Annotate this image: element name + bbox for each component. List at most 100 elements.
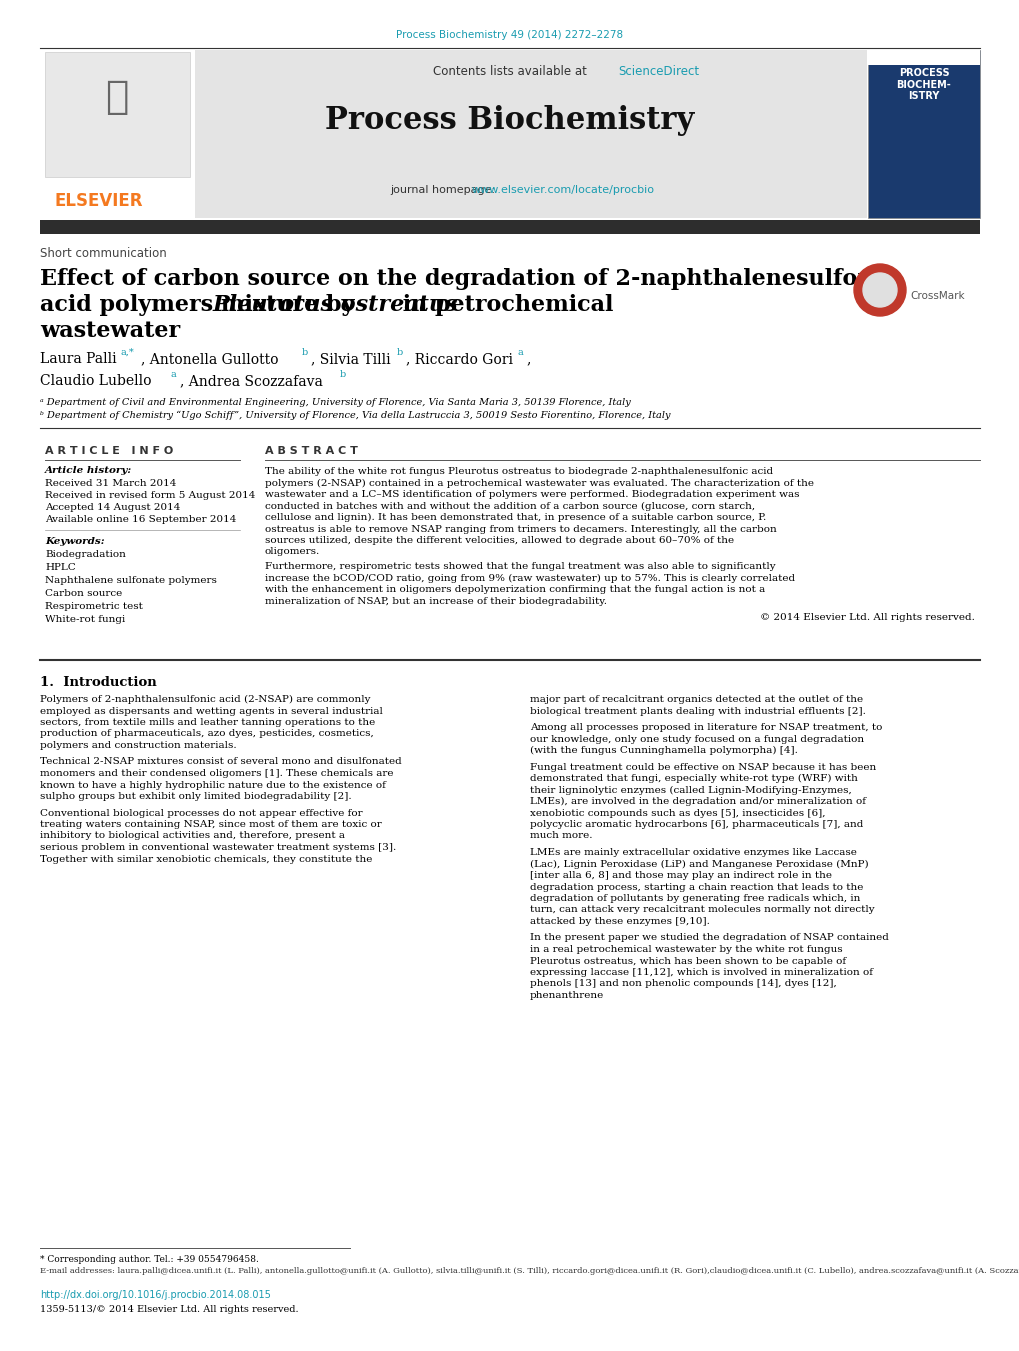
Text: Technical 2-NSAP mixtures consist of several mono and disulfonated: Technical 2-NSAP mixtures consist of sev… <box>40 758 401 766</box>
Text: polymers and construction materials.: polymers and construction materials. <box>40 740 236 750</box>
Text: © 2014 Elsevier Ltd. All rights reserved.: © 2014 Elsevier Ltd. All rights reserved… <box>759 613 974 621</box>
Text: * Corresponding author. Tel.: +39 0554796458.: * Corresponding author. Tel.: +39 055479… <box>40 1255 259 1265</box>
Text: sulpho groups but exhibit only limited biodegradability [2].: sulpho groups but exhibit only limited b… <box>40 792 352 801</box>
Text: wastewater and a LC–MS identification of polymers were performed. Biodegradation: wastewater and a LC–MS identification of… <box>265 490 799 499</box>
Text: mineralization of NSAP, but an increase of their biodegradability.: mineralization of NSAP, but an increase … <box>265 597 606 605</box>
Text: biological treatment plants dealing with industrial effluents [2].: biological treatment plants dealing with… <box>530 707 865 716</box>
Text: LMEs), are involved in the degradation and/or mineralization of: LMEs), are involved in the degradation a… <box>530 797 865 807</box>
Text: 1.  Introduction: 1. Introduction <box>40 676 157 689</box>
Text: polymers (2-NSAP) contained in a petrochemical wastewater was evaluated. The cha: polymers (2-NSAP) contained in a petroch… <box>265 478 813 488</box>
Text: a: a <box>171 370 176 380</box>
Text: CrossMark: CrossMark <box>909 290 964 301</box>
Bar <box>40 220 979 234</box>
Text: , Antonella Gullotto: , Antonella Gullotto <box>141 353 278 366</box>
Bar <box>45 51 190 177</box>
Text: Available online 16 September 2014: Available online 16 September 2014 <box>45 515 236 524</box>
Text: ᵃ Department of Civil and Environmental Engineering, University of Florence, Via: ᵃ Department of Civil and Environmental … <box>40 399 630 407</box>
Text: http://dx.doi.org/10.1016/j.procbio.2014.08.015: http://dx.doi.org/10.1016/j.procbio.2014… <box>40 1290 271 1300</box>
Text: xenobiotic compounds such as dyes [5], insecticides [6],: xenobiotic compounds such as dyes [5], i… <box>530 808 824 817</box>
Text: Respirometric test: Respirometric test <box>45 603 143 611</box>
Text: Short communication: Short communication <box>40 247 166 259</box>
Text: In the present paper we studied the degradation of NSAP contained: In the present paper we studied the degr… <box>530 934 888 943</box>
Text: , Silvia Tilli: , Silvia Tilli <box>311 353 390 366</box>
Text: Contents lists available at: Contents lists available at <box>433 65 586 78</box>
Text: a: a <box>518 349 523 357</box>
Text: ostreatus is able to remove NSAP ranging from trimers to decamers. Interestingly: ostreatus is able to remove NSAP ranging… <box>265 524 776 534</box>
Text: Received in revised form 5 August 2014: Received in revised form 5 August 2014 <box>45 490 255 500</box>
Text: Fungal treatment could be effective on NSAP because it has been: Fungal treatment could be effective on N… <box>530 762 875 771</box>
Text: phenanthrene: phenanthrene <box>530 992 603 1000</box>
Text: demonstrated that fungi, especially white-rot type (WRF) with: demonstrated that fungi, especially whit… <box>530 774 857 784</box>
Text: A B S T R A C T: A B S T R A C T <box>265 446 358 457</box>
Text: journal homepage:: journal homepage: <box>389 185 494 195</box>
Text: (Lac), Lignin Peroxidase (LiP) and Manganese Peroxidase (MnP): (Lac), Lignin Peroxidase (LiP) and Manga… <box>530 859 868 869</box>
Text: Effect of carbon source on the degradation of 2-naphthalenesulfonic: Effect of carbon source on the degradati… <box>40 267 895 290</box>
Text: Conventional biological processes do not appear effective for: Conventional biological processes do not… <box>40 808 363 817</box>
Text: cellulose and lignin). It has been demonstrated that, in presence of a suitable : cellulose and lignin). It has been demon… <box>265 513 765 521</box>
Text: conducted in batches with and without the addition of a carbon source (glucose, : conducted in batches with and without th… <box>265 501 754 511</box>
Circle shape <box>853 263 905 316</box>
Text: b: b <box>302 349 308 357</box>
Text: degradation of pollutants by generating free radicals which, in: degradation of pollutants by generating … <box>530 894 860 902</box>
Text: (with the fungus Cunninghamella polymorpha) [4].: (with the fungus Cunninghamella polymorp… <box>530 746 797 755</box>
Bar <box>867 50 979 65</box>
Bar <box>40 50 195 218</box>
Text: Biodegradation: Biodegradation <box>45 550 125 559</box>
Text: turn, can attack very recalcitrant molecules normally not directly: turn, can attack very recalcitrant molec… <box>530 905 873 915</box>
Text: Process Biochemistry: Process Biochemistry <box>325 105 694 136</box>
Text: , Riccardo Gori: , Riccardo Gori <box>406 353 513 366</box>
Text: sources utilized, despite the different velocities, allowed to degrade about 60–: sources utilized, despite the different … <box>265 536 734 544</box>
Text: production of pharmaceuticals, azo dyes, pesticides, cosmetics,: production of pharmaceuticals, azo dyes,… <box>40 730 373 739</box>
Bar <box>195 50 866 218</box>
Text: Pleurotus ostreatus, which has been shown to be capable of: Pleurotus ostreatus, which has been show… <box>530 957 846 966</box>
Text: ✓: ✓ <box>872 282 887 300</box>
Text: Claudio Lubello: Claudio Lubello <box>40 374 152 388</box>
Text: ᵇ Department of Chemistry “Ugo Schiff”, University of Florence, Via della Lastru: ᵇ Department of Chemistry “Ugo Schiff”, … <box>40 411 669 420</box>
Text: E-mail addresses: laura.palli@dicea.unifi.it (L. Palli), antonella.gullotto@unif: E-mail addresses: laura.palli@dicea.unif… <box>40 1267 1019 1275</box>
Text: phenols [13] and non phenolic compounds [14], dyes [12],: phenols [13] and non phenolic compounds … <box>530 979 836 989</box>
Text: Together with similar xenobiotic chemicals, they constitute the: Together with similar xenobiotic chemica… <box>40 854 372 863</box>
Text: in petrochemical: in petrochemical <box>394 295 612 316</box>
Text: attacked by these enzymes [9,10].: attacked by these enzymes [9,10]. <box>530 917 709 925</box>
Text: LMEs are mainly extracellular oxidative enzymes like Laccase: LMEs are mainly extracellular oxidative … <box>530 848 856 857</box>
Text: Carbon source: Carbon source <box>45 589 122 598</box>
Bar <box>867 50 979 218</box>
Text: Process Biochemistry 49 (2014) 2272–2278: Process Biochemistry 49 (2014) 2272–2278 <box>396 30 623 41</box>
Text: ScienceDirect: ScienceDirect <box>618 65 698 78</box>
Text: Pleurotus ostreatus: Pleurotus ostreatus <box>213 295 459 316</box>
Text: inhibitory to biological activities and, therefore, present a: inhibitory to biological activities and,… <box>40 831 344 840</box>
Text: ELSEVIER: ELSEVIER <box>55 192 144 209</box>
Text: Received 31 March 2014: Received 31 March 2014 <box>45 480 176 488</box>
Text: A R T I C L E   I N F O: A R T I C L E I N F O <box>45 446 173 457</box>
Text: b: b <box>339 370 345 380</box>
Text: [inter alla 6, 8] and those may play an indirect role in the: [inter alla 6, 8] and those may play an … <box>530 871 832 880</box>
Text: with the enhancement in oligomers depolymerization confirming that the fungal ac: with the enhancement in oligomers depoly… <box>265 585 764 594</box>
Text: known to have a highly hydrophilic nature due to the existence of: known to have a highly hydrophilic natur… <box>40 781 385 789</box>
Text: in a real petrochemical wastewater by the white rot fungus: in a real petrochemical wastewater by th… <box>530 944 842 954</box>
Text: expressing laccase [11,12], which is involved in mineralization of: expressing laccase [11,12], which is inv… <box>530 969 872 977</box>
Text: oligomers.: oligomers. <box>265 547 320 557</box>
Text: our knowledge, only one study focused on a fungal degradation: our knowledge, only one study focused on… <box>530 735 863 743</box>
Text: much more.: much more. <box>530 831 592 840</box>
Text: Laura Palli: Laura Palli <box>40 353 116 366</box>
Text: Furthermore, respirometric tests showed that the fungal treatment was also able : Furthermore, respirometric tests showed … <box>265 562 774 571</box>
Text: acid polymers mixture by: acid polymers mixture by <box>40 295 362 316</box>
Text: degradation process, starting a chain reaction that leads to the: degradation process, starting a chain re… <box>530 882 862 892</box>
Text: polycyclic aromatic hydrocarbons [6], pharmaceuticals [7], and: polycyclic aromatic hydrocarbons [6], ph… <box>530 820 862 830</box>
Text: www.elsevier.com/locate/procbio: www.elsevier.com/locate/procbio <box>472 185 654 195</box>
Circle shape <box>862 273 896 307</box>
Text: treating waters containing NSAP, since most of them are toxic or: treating waters containing NSAP, since m… <box>40 820 381 830</box>
Text: 🌳: 🌳 <box>105 78 128 116</box>
Text: a,*: a,* <box>121 349 135 357</box>
Text: HPLC: HPLC <box>45 563 75 571</box>
Text: Accepted 14 August 2014: Accepted 14 August 2014 <box>45 503 180 512</box>
Text: b: b <box>396 349 403 357</box>
Text: employed as dispersants and wetting agents in several industrial: employed as dispersants and wetting agen… <box>40 707 382 716</box>
Text: monomers and their condensed oligomers [1]. These chemicals are: monomers and their condensed oligomers [… <box>40 769 393 778</box>
Text: major part of recalcitrant organics detected at the outlet of the: major part of recalcitrant organics dete… <box>530 694 862 704</box>
Text: ,: , <box>526 353 530 366</box>
Text: The ability of the white rot fungus Pleurotus ostreatus to biodegrade 2-naphthal: The ability of the white rot fungus Pleu… <box>265 467 772 476</box>
Text: PROCESS
BIOCHEM-
ISTRY: PROCESS BIOCHEM- ISTRY <box>896 68 951 101</box>
Text: , Andrea Scozzafava: , Andrea Scozzafava <box>179 374 323 388</box>
Text: Naphthalene sulfonate polymers: Naphthalene sulfonate polymers <box>45 576 217 585</box>
